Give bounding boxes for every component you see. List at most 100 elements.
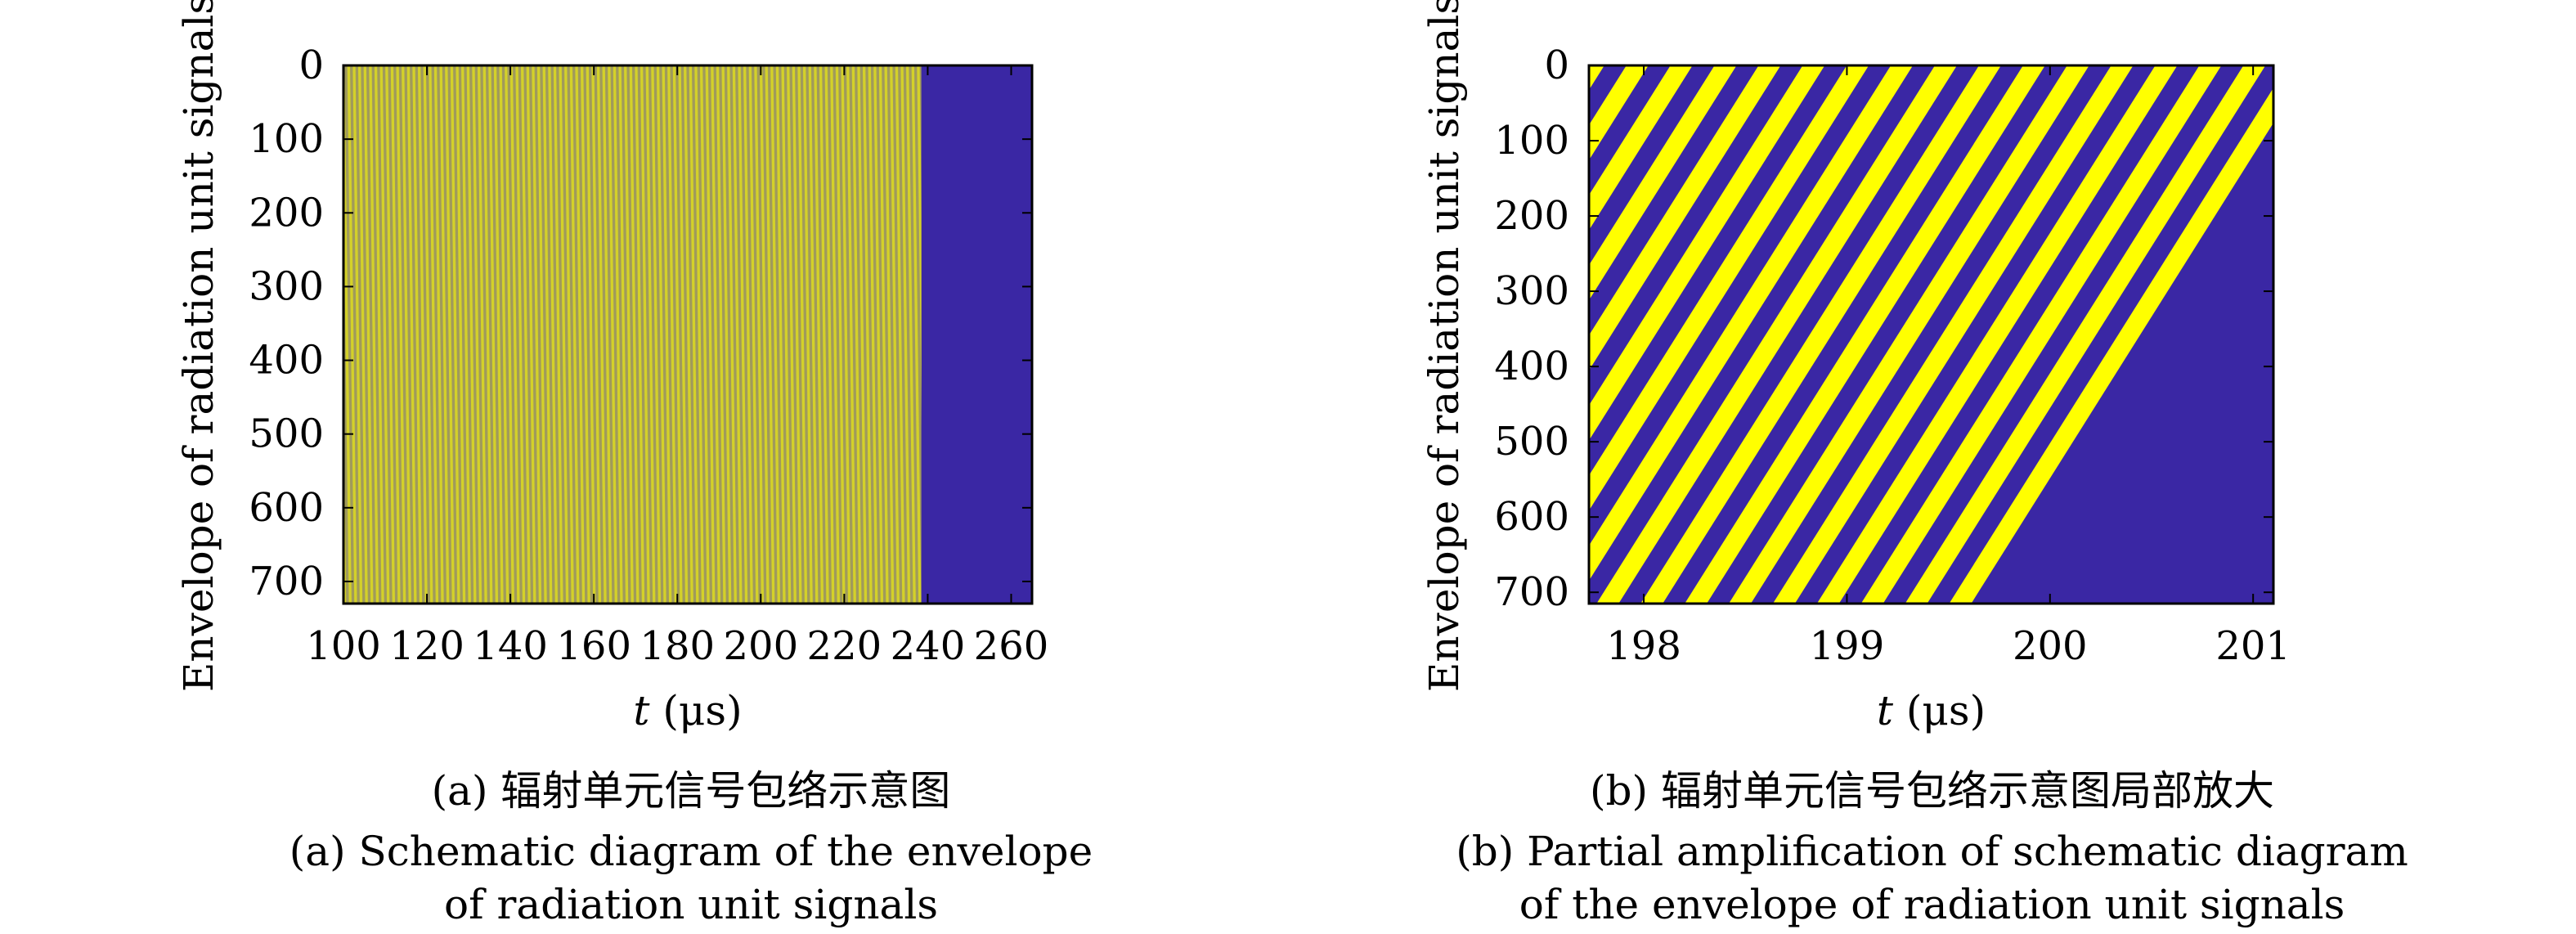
stripe	[1685, 65, 2045, 604]
stripe	[575, 65, 586, 604]
stripe	[412, 65, 423, 604]
stripe	[656, 65, 666, 604]
stripe	[548, 65, 559, 604]
stripe	[433, 65, 444, 604]
chart-b: 198 199 200 201 0 100 200 300 400 500 600 700 Envel…	[1288, 0, 2291, 734]
stripe-group	[1288, 65, 2273, 604]
stripe	[754, 65, 765, 604]
stripe	[895, 65, 905, 604]
stripe	[613, 65, 623, 604]
stripe	[890, 65, 900, 604]
stripe	[331, 65, 341, 604]
stripe	[900, 65, 911, 604]
x-tick-label: 160	[556, 623, 631, 669]
stripe	[509, 65, 520, 604]
x-tick-label: 198	[1606, 623, 1681, 669]
stripe	[1288, 65, 1428, 604]
stripe	[417, 65, 428, 604]
x-axis-unit: (μs)	[650, 687, 743, 734]
stripe	[624, 65, 634, 604]
stripe	[482, 65, 493, 604]
y-tick-label: 600	[1494, 494, 1569, 540]
stripe	[797, 65, 808, 604]
y-tick-label: 400	[249, 338, 324, 384]
stripe	[678, 65, 689, 604]
stripe	[1288, 65, 1340, 604]
stripe	[385, 65, 396, 604]
stripe	[667, 65, 677, 604]
stripe	[1288, 65, 1516, 604]
y-tick-label: 700	[1494, 569, 1569, 615]
y-axis-label: Envelope of radiation unit signals	[1420, 0, 1468, 692]
stripe	[775, 65, 786, 604]
y-axis-label: Envelope of radiation unit signals	[175, 0, 222, 692]
stripe	[515, 65, 526, 604]
stripe	[505, 65, 514, 604]
stripe	[727, 65, 737, 604]
stripe	[596, 65, 607, 604]
panel-b: 198 199 200 201 0 100 200 300 400 500 600 700 Envel…	[1288, 0, 2576, 934]
stripe	[792, 65, 802, 604]
stripe	[352, 65, 363, 604]
x-axis-unit: (μs)	[1893, 687, 1986, 734]
stripe	[835, 65, 846, 604]
plot-frame	[1587, 64, 2275, 605]
stripe	[781, 65, 792, 604]
panel-a: 100 120 140 160 180 200 220 240 260 0 100 200 300 400…	[175, 0, 1093, 928]
stripe	[591, 65, 602, 604]
stripe	[748, 65, 759, 604]
caption-en-line2: of radiation unit signals	[443, 881, 938, 928]
stripe	[466, 65, 477, 604]
stripe	[542, 65, 553, 604]
stripe	[705, 65, 716, 604]
stripe	[536, 65, 547, 604]
stripe	[1288, 65, 1296, 604]
y-tick-label: 0	[1544, 43, 1569, 88]
stripe	[1288, 65, 1384, 604]
stripe	[1905, 65, 2266, 604]
stripe	[586, 65, 596, 604]
stripe	[732, 65, 743, 604]
stripe	[629, 65, 640, 604]
x-axis-label: t (μs)	[633, 687, 742, 734]
stripe	[402, 65, 411, 604]
stripe	[689, 65, 699, 604]
x-tick-label: 200	[723, 623, 798, 669]
stripe	[559, 65, 569, 604]
x-tick-label: 220	[807, 623, 882, 669]
stripe	[406, 65, 417, 604]
x-tick-label: 200	[2013, 623, 2088, 669]
chart-a: 100 120 140 160 180 200 220 240 2600100200300400…	[175, 0, 1048, 734]
stripe	[520, 65, 531, 604]
y-tick-label: 0	[298, 43, 324, 88]
stripe	[1816, 65, 2178, 604]
stripe	[802, 65, 813, 604]
stripe	[390, 65, 401, 604]
stripe	[814, 65, 824, 604]
x-tick-label: 240	[891, 623, 966, 669]
stripe	[884, 65, 895, 604]
stripe	[580, 65, 590, 604]
y-tick-label: 300	[1494, 268, 1569, 314]
stripe	[651, 65, 662, 604]
stripe	[472, 65, 482, 604]
y-tick-label: 300	[249, 263, 324, 309]
caption-en-line2: of the envelope of radiation unit signal…	[1519, 881, 2345, 928]
stripe	[694, 65, 705, 604]
stripe	[846, 65, 856, 604]
stripe	[808, 65, 819, 604]
stripe	[423, 65, 433, 604]
stripe	[738, 65, 748, 604]
stripe	[379, 65, 390, 604]
x-axis-variable: t	[633, 687, 650, 734]
stripe	[862, 65, 873, 604]
stripe	[608, 65, 618, 604]
stripe	[569, 65, 580, 604]
caption-zh: (a) 辐射单元信号包络示意图	[431, 767, 951, 815]
y-tick-label: 100	[249, 116, 324, 162]
stripe	[477, 65, 487, 604]
y-tick-label: 200	[1494, 193, 1569, 239]
caption-zh: (b) 辐射单元信号包络示意图局部放大	[1590, 767, 2274, 815]
stripe	[819, 65, 829, 604]
y-tick-label: 100	[1494, 118, 1569, 164]
